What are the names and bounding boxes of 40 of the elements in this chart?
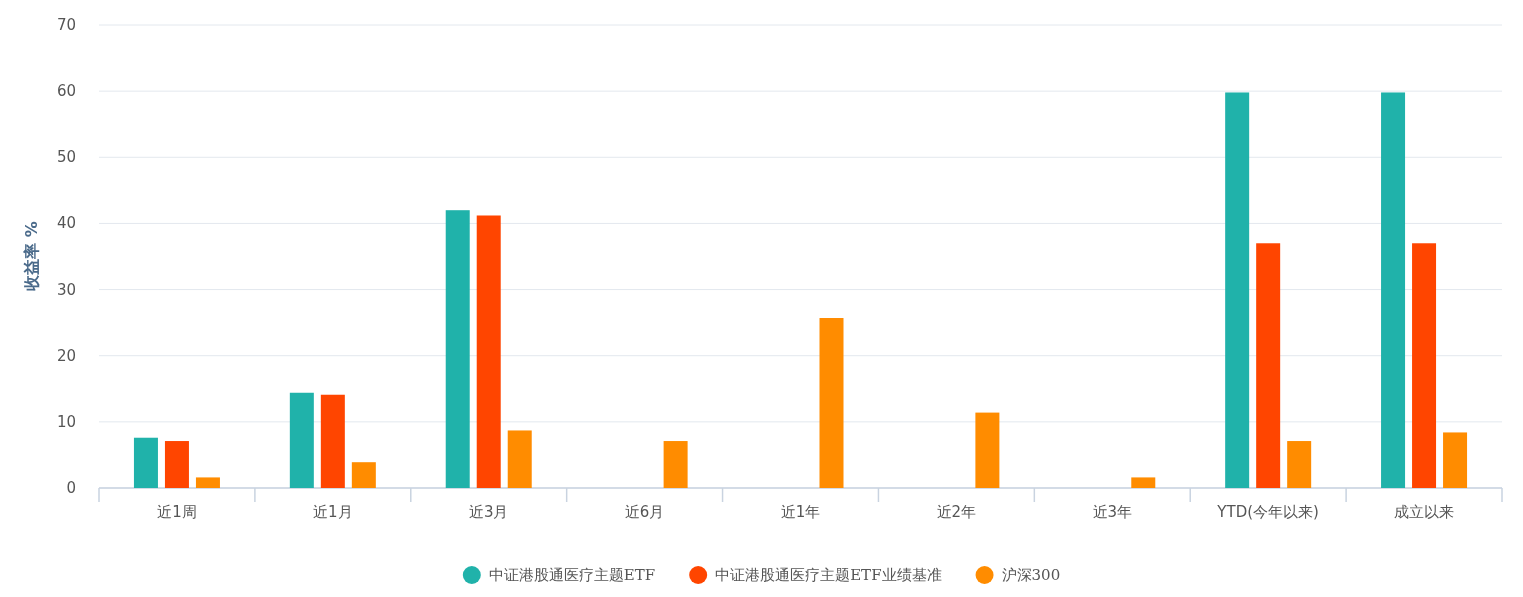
x-tick-label: 近1月 [313, 503, 353, 521]
bar [164, 441, 189, 488]
x-tick-label: YTD(今年以来) [1216, 503, 1319, 521]
bar [663, 441, 688, 488]
bar [351, 462, 376, 488]
bar [1131, 477, 1156, 488]
bar [133, 437, 158, 488]
bar [1381, 92, 1406, 488]
y-tick-label: 30 [56, 280, 76, 299]
legend-label: 中证港股通医疗主题ETF [488, 566, 656, 584]
bar [819, 318, 844, 488]
bar [975, 412, 1000, 488]
y-tick-label: 10 [56, 412, 76, 431]
x-tick-label: 近6月 [624, 503, 665, 521]
bar [1412, 243, 1437, 488]
x-tick-label: 成立以来 [1394, 503, 1455, 521]
y-tick-label: 20 [56, 346, 76, 365]
bar [1287, 441, 1312, 488]
legend-label: 沪深300 [1001, 566, 1061, 584]
x-tick-label: 近3年 [1092, 503, 1133, 521]
y-tick-label: 0 [66, 479, 76, 497]
bar [289, 392, 314, 488]
bar [1443, 432, 1468, 488]
x-tick-label: 近1年 [780, 503, 821, 521]
x-tick-label: 近1周 [157, 503, 197, 521]
bar [195, 477, 220, 488]
x-tick-label: 近2年 [936, 503, 977, 521]
y-tick-label: 50 [56, 148, 76, 167]
x-tick-label: 近3月 [468, 503, 509, 521]
y-tick-label: 40 [56, 214, 76, 233]
y-tick-label: 70 [56, 16, 76, 34]
bar [476, 215, 501, 488]
y-axis-title: 收益率 % [22, 221, 41, 291]
bar [1256, 243, 1281, 488]
y-tick-label: 60 [56, 82, 76, 101]
bar [320, 394, 345, 488]
bar [445, 210, 470, 488]
bar [507, 430, 532, 488]
legend-label: 中证港股通医疗主题ETF业绩基准 [715, 566, 942, 584]
bar [1225, 92, 1250, 488]
